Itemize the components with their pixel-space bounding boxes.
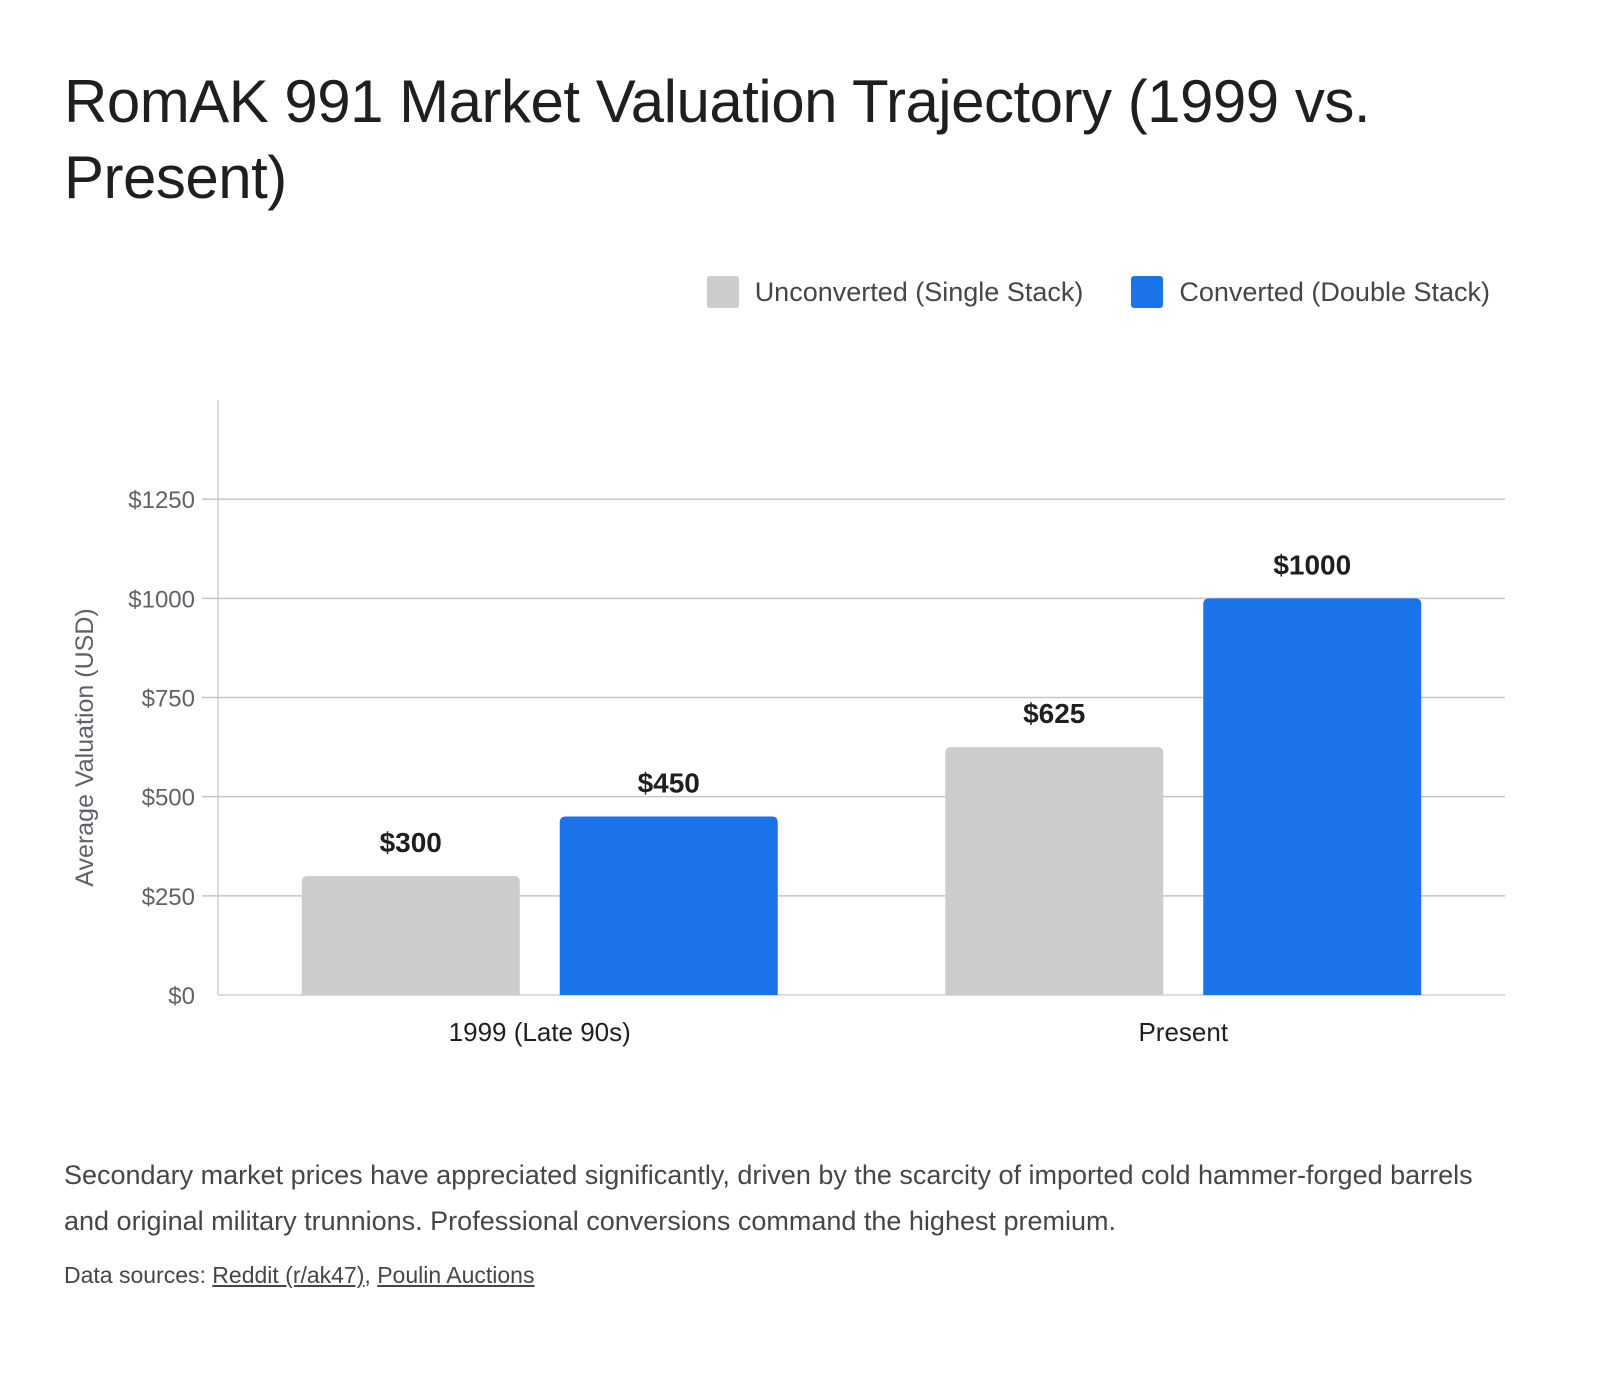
x-tick-label: Present [1138, 1017, 1228, 1047]
x-tick-label: 1999 (Late 90s) [449, 1017, 631, 1047]
bar-converted [559, 816, 778, 995]
chart-title: RomAK 991 Market Valuation Trajectory (1… [64, 68, 1371, 211]
y-tick-label: $1000 [128, 586, 195, 613]
legend-item-converted[interactable]: Converted (Double Stack) [1131, 276, 1490, 308]
legend-swatch-unconverted [706, 276, 739, 308]
data-label: $1000 [1273, 549, 1351, 580]
data-label: $450 [638, 768, 700, 799]
data-label: $300 [380, 827, 442, 858]
source-link-poulin[interactable]: Poulin Auctions [377, 1262, 535, 1288]
legend-label-converted: Converted (Double Stack) [1179, 276, 1490, 307]
y-tick-label: $500 [142, 785, 195, 812]
chart-caption: Secondary market prices have appreciated… [64, 1160, 1473, 1236]
sources-prefix: Data sources: [64, 1262, 213, 1288]
y-tick-label: $750 [142, 686, 195, 713]
legend: Unconverted (Single Stack) Converted (Do… [706, 276, 1490, 308]
legend-swatch-converted [1131, 276, 1164, 308]
y-tick-label: $250 [142, 884, 195, 911]
legend-item-unconverted[interactable]: Unconverted (Single Stack) [706, 276, 1084, 308]
sources-separator: , [364, 1262, 378, 1288]
y-tick-label: $1250 [128, 487, 195, 514]
source-link-reddit[interactable]: Reddit (r/ak47) [212, 1262, 365, 1288]
data-sources: Data sources: Reddit (r/ak47), Poulin Au… [64, 1262, 534, 1289]
bar-chart: $0 $250 $500 $750 $1000 $1250 Average Valuatio… [71, 400, 1505, 1047]
y-axis-title: Average Valuation (USD) [71, 608, 99, 886]
legend-label-unconverted: Unconverted (Single Stack) [754, 276, 1084, 307]
bar-unconverted [301, 876, 520, 995]
y-tick-label: $0 [168, 983, 195, 1010]
bar-unconverted [945, 747, 1164, 995]
bar-converted [1203, 598, 1422, 995]
data-label: $625 [1023, 698, 1085, 729]
